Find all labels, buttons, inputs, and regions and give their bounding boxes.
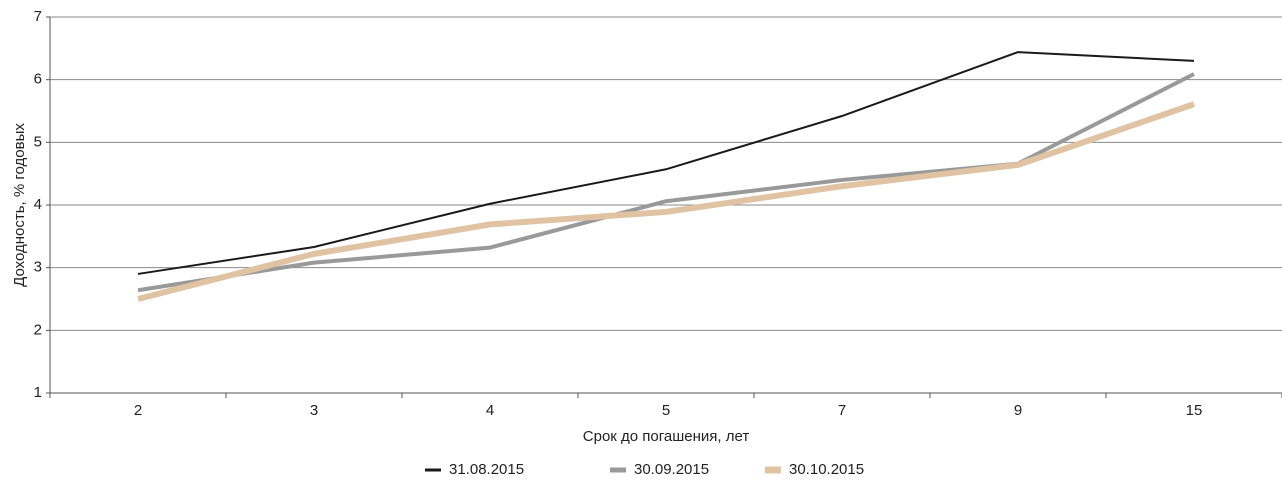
series-line [137, 101, 1195, 302]
x-tick-label: 15 [1186, 402, 1203, 419]
x-tick-label: 3 [310, 402, 318, 419]
y-tick-label: 5 [34, 133, 42, 150]
legend-label: 30.10.2015 [789, 461, 864, 478]
y-axis-label: Доходность, % годовых [11, 123, 28, 287]
x-tick-label: 2 [134, 402, 142, 419]
series-line [137, 51, 1195, 275]
x-axis-label: Срок до погашения, лет [583, 428, 750, 445]
y-tick-label: 1 [34, 384, 42, 401]
y-tick-label: 2 [34, 321, 42, 338]
y-tick-label: 7 [34, 8, 42, 25]
legend-label: 31.08.2015 [449, 461, 524, 478]
y-tick-label: 3 [34, 259, 42, 276]
x-tick-label: 5 [662, 402, 670, 419]
x-tick-label: 4 [486, 402, 494, 419]
x-tick-label: 7 [838, 402, 846, 419]
x-tick-label: 9 [1014, 402, 1022, 419]
legend-label: 30.09.2015 [634, 461, 709, 478]
y-tick-label: 4 [34, 196, 42, 213]
y-tick-label: 6 [34, 71, 42, 88]
